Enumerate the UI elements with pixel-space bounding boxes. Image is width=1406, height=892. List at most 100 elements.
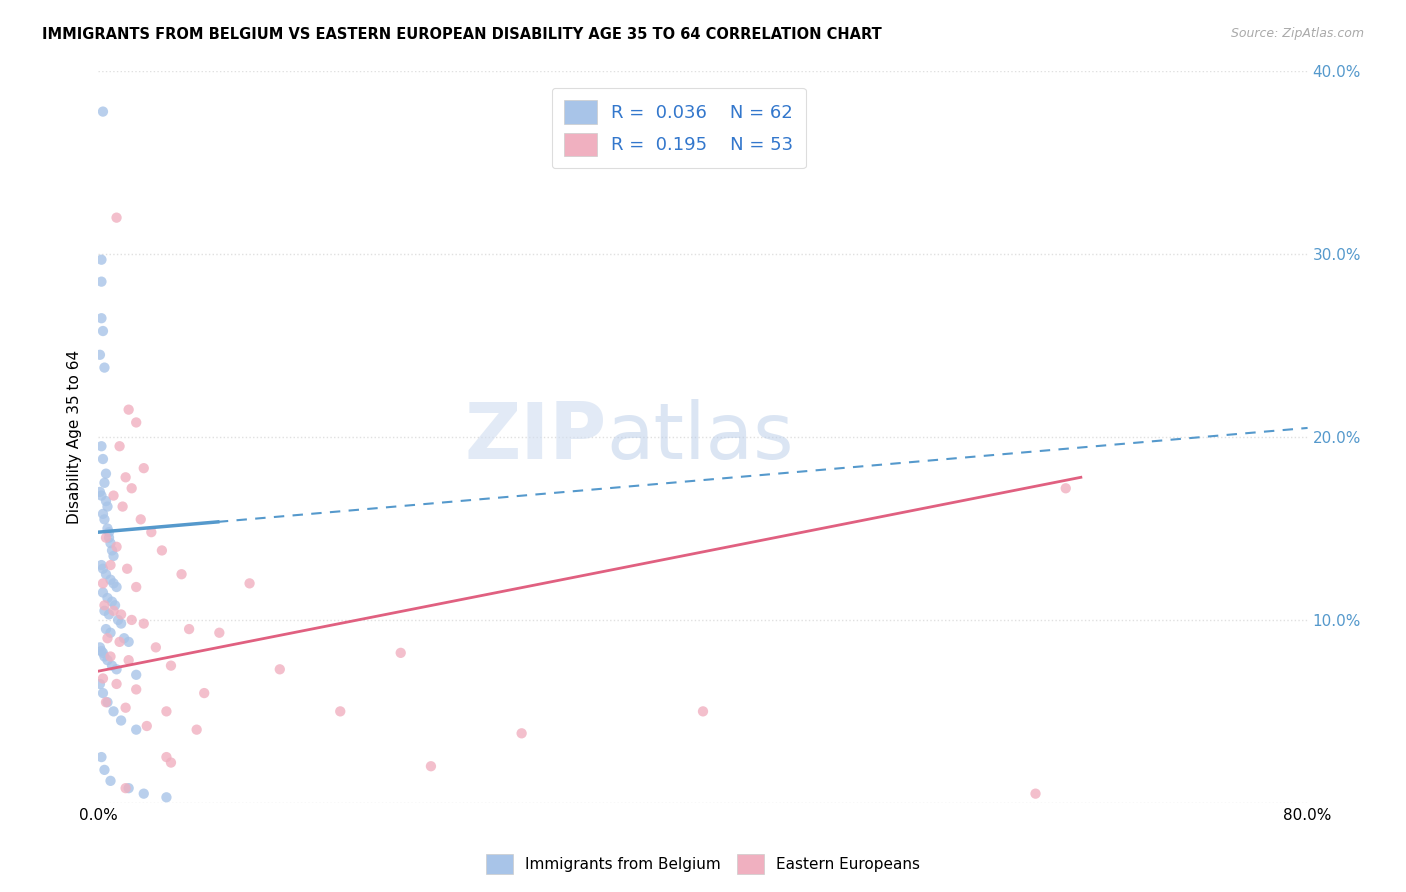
Point (94, 567, 117, 582)
Point (96, 695, 118, 709)
Point (96, 500, 118, 514)
Point (132, 461, 155, 475)
Point (104, 599, 127, 613)
Point (170, 567, 193, 582)
Point (269, 662, 291, 676)
Point (96, 521, 118, 535)
Point (103, 576, 125, 591)
Point (91, 452, 114, 467)
Point (112, 632, 135, 646)
Point (91, 507, 114, 521)
Point (108, 635, 131, 649)
Point (89, 485, 111, 500)
Legend: Immigrants from Belgium, Eastern Europeans: Immigrants from Belgium, Eastern Europea… (479, 848, 927, 880)
Point (98, 531, 121, 545)
Point (89, 348, 111, 362)
Point (160, 658, 183, 673)
Point (132, 616, 155, 631)
Point (90, 252, 112, 267)
Point (118, 781, 141, 796)
Point (90, 311, 112, 326)
Point (389, 646, 412, 660)
Point (155, 705, 177, 719)
Point (103, 705, 125, 719)
Point (155, 790, 177, 805)
Point (89, 677, 111, 691)
Text: Source: ZipAtlas.com: Source: ZipAtlas.com (1230, 27, 1364, 40)
Point (101, 658, 124, 673)
Point (125, 723, 148, 737)
Point (91, 686, 114, 700)
Point (100, 558, 122, 573)
Point (108, 439, 131, 453)
Point (94, 622, 117, 636)
Point (114, 470, 136, 484)
Point (125, 580, 148, 594)
Point (114, 700, 136, 714)
Point (101, 594, 124, 608)
Point (91, 672, 114, 686)
Point (91, 104, 114, 119)
Point (91, 585, 114, 599)
Y-axis label: Disability Age 35 to 64: Disability Age 35 to 64 (67, 350, 83, 524)
Point (107, 613, 129, 627)
Point (160, 756, 183, 770)
Point (239, 576, 262, 591)
Point (118, 635, 141, 649)
Point (111, 500, 134, 514)
Point (93, 475, 115, 490)
Point (91, 562, 114, 576)
Point (90, 489, 112, 503)
Point (329, 705, 352, 719)
Point (93, 604, 115, 618)
Point (110, 714, 132, 728)
Point (145, 640, 167, 655)
Point (93, 360, 115, 375)
Point (94, 695, 117, 709)
Point (103, 549, 125, 563)
Point (110, 607, 132, 622)
Point (91, 646, 114, 660)
Point (510, 726, 533, 740)
Point (94, 467, 117, 481)
Point (1054, 481, 1077, 495)
Point (93, 599, 115, 613)
Point (103, 604, 125, 618)
Point (110, 616, 132, 631)
Legend: R =  0.036    N = 62, R =  0.195    N = 53: R = 0.036 N = 62, R = 0.195 N = 53 (551, 87, 806, 169)
Point (100, 773, 122, 788)
Point (94, 531, 117, 545)
Point (90, 439, 112, 453)
Point (93, 763, 115, 777)
Point (118, 402, 141, 417)
Point (100, 649, 122, 664)
Point (125, 667, 148, 681)
Point (135, 719, 157, 733)
Point (141, 525, 163, 540)
Point (208, 625, 231, 640)
Point (91, 324, 114, 338)
Point (179, 622, 201, 636)
Text: atlas: atlas (606, 399, 794, 475)
Point (125, 416, 148, 430)
Point (96, 591, 118, 605)
Point (90, 644, 112, 658)
Point (193, 686, 215, 700)
Point (105, 211, 128, 225)
Point (94, 494, 117, 508)
Point (155, 750, 177, 764)
Point (105, 540, 128, 554)
Point (93, 512, 115, 526)
Point (420, 759, 443, 773)
Text: IMMIGRANTS FROM BELGIUM VS EASTERN EUROPEAN DISABILITY AGE 35 TO 64 CORRELATION : IMMIGRANTS FROM BELGIUM VS EASTERN EUROP… (42, 27, 882, 42)
Point (114, 781, 136, 796)
Point (103, 489, 125, 503)
Point (100, 625, 122, 640)
Point (692, 705, 714, 719)
Point (1024, 787, 1046, 801)
Point (125, 682, 148, 697)
Point (150, 543, 173, 558)
Point (132, 787, 155, 801)
Point (100, 573, 122, 587)
Point (105, 662, 128, 676)
